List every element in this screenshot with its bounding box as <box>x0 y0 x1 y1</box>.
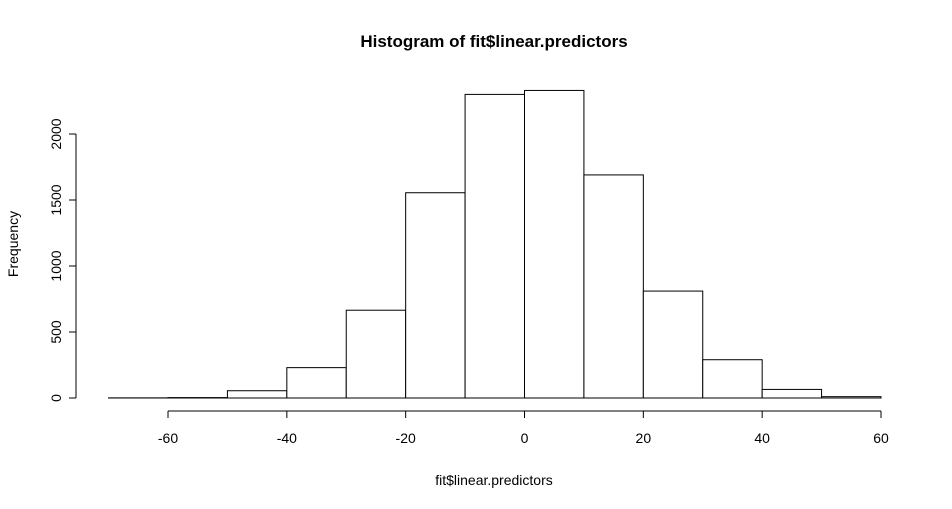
y-axis: 0 500 1000 1500 2000 <box>48 118 77 402</box>
x-tick-label: -40 <box>277 430 297 446</box>
x-axis: -60 -40 -20 0 20 40 60 <box>158 410 889 446</box>
histogram-bar <box>226 390 288 399</box>
x-tick-label: 0 <box>521 430 529 446</box>
histogram-bar <box>702 359 763 399</box>
x-tick-label: -20 <box>396 430 416 446</box>
histogram-bar <box>583 174 644 399</box>
x-tick-label: -60 <box>158 430 178 446</box>
histogram-bar <box>821 396 882 399</box>
histogram-bar <box>642 290 704 399</box>
y-tick-label: 500 <box>48 320 64 344</box>
histogram-bar <box>524 89 585 399</box>
y-tick-label: 1000 <box>48 250 64 281</box>
histogram-bar <box>405 192 466 399</box>
x-tick-label: 20 <box>636 430 652 446</box>
x-tick-label: 40 <box>754 430 770 446</box>
chart-title: Histogram of fit$linear.predictors <box>360 32 627 51</box>
y-tick-label: 1500 <box>48 184 64 215</box>
histogram-bar <box>761 388 823 399</box>
y-axis-label: Frequency <box>5 211 21 277</box>
histogram-bar <box>286 367 347 399</box>
histogram-bar <box>345 309 407 399</box>
y-tick-label: 0 <box>48 394 64 402</box>
x-tick-label: 60 <box>873 430 889 446</box>
x-axis-label: fit$linear.predictors <box>435 472 553 488</box>
y-tick-label: 2000 <box>48 118 64 149</box>
bars-group <box>108 89 882 399</box>
histogram-bar <box>464 93 526 399</box>
